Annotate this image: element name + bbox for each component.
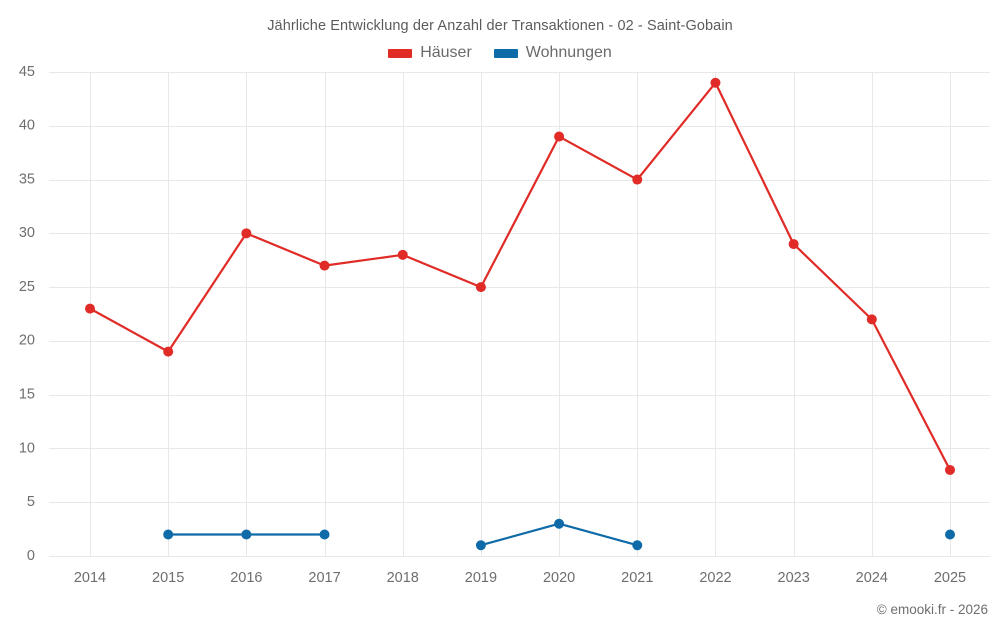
x-tick-label: 2016 [230,570,262,586]
y-tick-label: 35 [19,171,35,187]
y-tick-label: 15 [19,386,35,402]
x-tick-label: 2018 [387,570,419,586]
data-point-marker[interactable] [397,249,408,260]
data-point-marker[interactable] [319,260,330,271]
legend-item-hauser[interactable]: Häuser [388,44,472,62]
data-point-marker[interactable] [866,314,877,325]
data-point-marker[interactable] [788,239,799,250]
chart-legend: Häuser Wohnungen [0,44,1000,62]
footer-credit: © emooki.fr - 2026 [876,602,988,617]
y-tick-label: 40 [19,118,35,134]
x-tick-label: 2022 [699,570,731,586]
y-tick-label: 0 [27,548,35,564]
x-tick-label: 2024 [856,570,888,586]
data-point-marker[interactable] [241,529,252,540]
series-line-häuser [88,81,952,472]
x-tick-label: 2014 [74,570,106,586]
chart-title: Jährliche Entwicklung der Anzahl der Tra… [267,18,733,34]
x-tick-label: 2021 [621,570,653,586]
data-point-marker[interactable] [554,518,565,529]
legend-label-hauser: Häuser [420,44,472,61]
data-point-marker[interactable] [85,303,95,314]
legend-label-wohnungen: Wohnungen [525,44,612,61]
y-tick-label: 20 [19,333,35,349]
data-point-marker[interactable] [241,228,252,239]
data-point-marker[interactable] [710,77,721,88]
data-point-marker[interactable] [163,529,174,540]
y-tick-label: 25 [19,279,35,295]
data-point-marker[interactable] [945,464,955,475]
legend-item-wohnungen[interactable]: Wohnungen [493,44,612,62]
data-point-marker[interactable] [475,540,486,551]
red-line-swatch-icon [388,48,413,58]
data-point-marker[interactable] [475,282,486,293]
y-axis-tick-labels: 0 5 10 15 20 25 30 35 40 45 [19,64,35,564]
data-point-marker[interactable] [945,529,955,540]
data-point-marker[interactable] [319,529,330,540]
x-axis-tick-labels: 2014 2015 2016 2017 2018 2019 2020 2021 2022 2023… [74,570,966,586]
x-tick-label: 2025 [934,570,966,586]
data-point-marker[interactable] [554,131,565,142]
blue-line-swatch-icon [493,48,518,58]
y-tick-label: 5 [27,494,35,510]
x-tick-label: 2019 [465,570,497,586]
x-tick-label: 2015 [152,570,184,586]
y-tick-label: 30 [19,225,35,241]
y-tick-label: 45 [19,64,35,80]
x-tick-label: 2023 [778,570,810,586]
data-point-marker[interactable] [632,174,643,185]
x-tick-label: 2020 [543,570,575,586]
grid-lines [49,72,990,557]
y-tick-label: 10 [19,440,35,456]
data-point-marker[interactable] [163,346,174,357]
x-tick-label: 2017 [308,570,340,586]
data-point-marker[interactable] [632,540,643,551]
data-series-group [85,77,955,551]
